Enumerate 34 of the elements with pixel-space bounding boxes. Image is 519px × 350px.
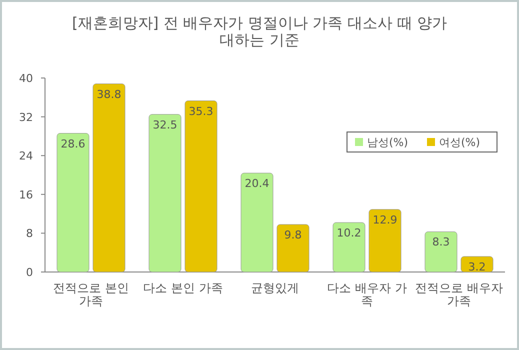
x-tick-label: 다소 본인 가족: [143, 281, 223, 295]
y-tick-label: 8: [26, 227, 33, 240]
x-tick-label: 다소 배우자 가족: [327, 281, 407, 308]
y-tick-label: 16: [19, 188, 33, 202]
data-label: 28.6: [60, 137, 86, 150]
data-label: 38.8: [96, 88, 122, 101]
data-label: 10.2: [336, 226, 362, 240]
data-label: 32.5: [152, 118, 178, 132]
bar: [276, 224, 310, 272]
legend-label: 여성(%): [439, 136, 480, 149]
data-label: 9.8: [284, 228, 302, 242]
bar: [240, 172, 274, 272]
bar: [56, 133, 90, 272]
y-tick-label: 24: [19, 150, 33, 163]
chart-title: [재혼희망자] 전 배우자가 명절이나 가족 대소사 때 양가 대하는 기준: [72, 14, 448, 49]
bar: [424, 231, 458, 272]
legend-label: 남성(%): [367, 136, 408, 149]
bar: [332, 222, 366, 272]
data-label: 8.3: [432, 236, 450, 249]
x-tick-label: 전적으로 본인 가족: [53, 281, 129, 308]
bar: [460, 256, 494, 272]
bar: [92, 84, 126, 272]
y-tick-label: 32: [19, 110, 33, 124]
bar: [368, 209, 402, 272]
y-tick-label: 40: [19, 72, 33, 85]
data-label: 12.9: [372, 213, 398, 226]
data-label: 3.2: [468, 260, 486, 274]
data-label: 35.3: [188, 104, 214, 118]
data-label: 20.4: [244, 177, 270, 190]
y-tick-label: 0: [26, 266, 33, 279]
bar: [148, 114, 182, 272]
x-tick-label: 균형있게: [251, 281, 299, 295]
bar: [184, 100, 218, 272]
x-tick-label: 전적으로 배우자 가족: [415, 281, 503, 308]
